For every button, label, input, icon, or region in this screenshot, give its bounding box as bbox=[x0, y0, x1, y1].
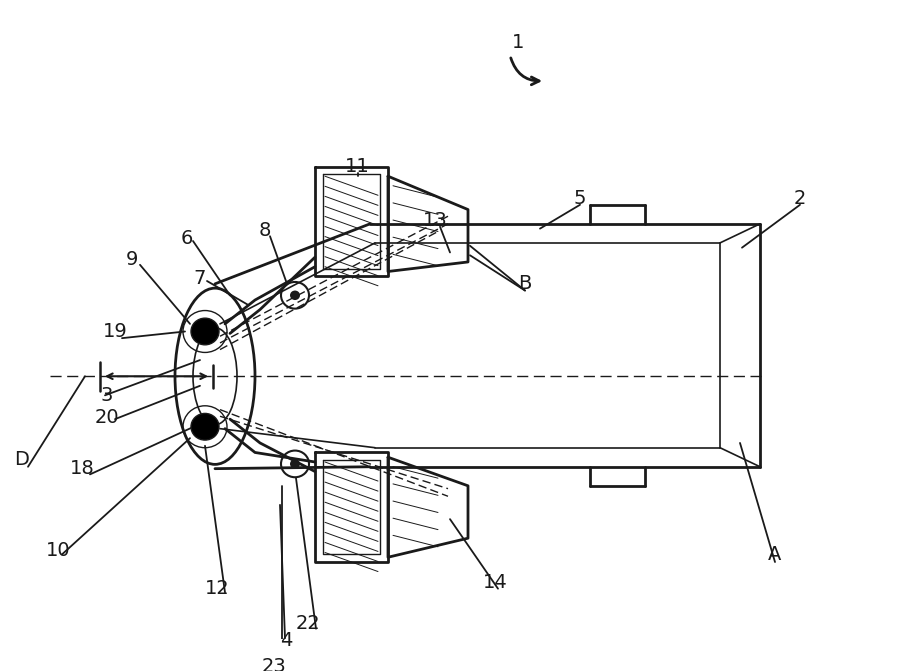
Text: 6: 6 bbox=[181, 229, 193, 248]
Text: 18: 18 bbox=[69, 459, 94, 478]
Text: 23: 23 bbox=[262, 658, 287, 671]
Text: 5: 5 bbox=[574, 189, 586, 207]
Text: 11: 11 bbox=[344, 157, 369, 176]
Text: 2: 2 bbox=[794, 189, 806, 207]
Text: 22: 22 bbox=[296, 615, 320, 633]
Text: 7: 7 bbox=[194, 268, 206, 288]
Text: D: D bbox=[14, 450, 30, 468]
Text: 4: 4 bbox=[280, 631, 292, 650]
Text: 12: 12 bbox=[205, 579, 229, 598]
Text: 19: 19 bbox=[102, 322, 128, 341]
Text: 1: 1 bbox=[512, 34, 524, 52]
Circle shape bbox=[290, 459, 300, 468]
Text: 8: 8 bbox=[259, 221, 271, 240]
Text: A: A bbox=[769, 545, 782, 564]
Text: 3: 3 bbox=[101, 386, 113, 405]
Text: 13: 13 bbox=[423, 211, 448, 231]
Text: 9: 9 bbox=[126, 250, 138, 268]
Text: B: B bbox=[519, 274, 531, 293]
Circle shape bbox=[191, 318, 219, 345]
Text: 10: 10 bbox=[46, 541, 70, 560]
Text: 14: 14 bbox=[483, 574, 507, 592]
Circle shape bbox=[191, 413, 219, 440]
Text: 20: 20 bbox=[94, 408, 120, 427]
Circle shape bbox=[290, 291, 300, 300]
